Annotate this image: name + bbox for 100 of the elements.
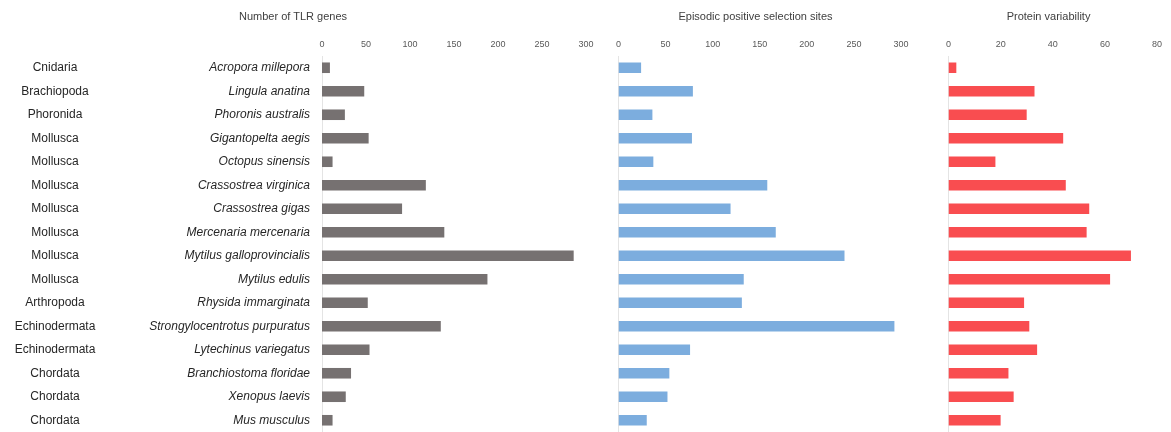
bar (618, 414, 647, 426)
text: Cnidaria (32, 60, 78, 75)
text: Mollusca (31, 130, 79, 145)
x-tick-label: 50 (360, 39, 372, 50)
y-tick-label: Gigantopelta aegis (209, 130, 310, 145)
bar (322, 391, 346, 403)
bar (322, 414, 333, 426)
text: Chordata (30, 365, 80, 380)
y-tick-label: Phoronis australis (214, 107, 310, 122)
text: Arthropoda (25, 295, 86, 310)
bar (618, 203, 731, 215)
bar (618, 367, 670, 379)
bar (948, 109, 1027, 121)
bar (618, 109, 653, 121)
bar (322, 226, 445, 238)
text: Echinodermata (14, 318, 96, 333)
bar (618, 226, 776, 238)
bar (322, 250, 574, 262)
text: Mollusca (31, 201, 79, 216)
bar (618, 320, 895, 332)
y-tick-label: Strongylocentrotus purpuratus (149, 318, 310, 333)
y-tick-label: Crassostrea virginica (197, 177, 311, 192)
bar (618, 391, 668, 403)
bar (948, 414, 1001, 426)
bar (948, 85, 1035, 97)
y-tick-label: Mercenaria mercenaria (186, 224, 311, 239)
chart-title: Number of TLR genes (238, 9, 348, 22)
text: Echinodermata (14, 342, 96, 357)
bar (618, 297, 742, 309)
bar (948, 391, 1014, 403)
bar (322, 62, 330, 74)
y-tick-label: Crassostrea gigas (213, 201, 310, 216)
bar (322, 320, 441, 332)
bar (322, 109, 345, 121)
text: Chordata (30, 389, 80, 404)
x-tick-label: 40 (1047, 39, 1058, 50)
bar (618, 85, 693, 97)
x-tick-label: 150 (446, 39, 462, 50)
y-tick-label: Lingula anatina (228, 83, 311, 98)
bar (948, 179, 1066, 191)
bar (948, 250, 1131, 262)
x-tick-label: 80 (1151, 39, 1163, 50)
bar (322, 85, 365, 97)
text: Phoronida (27, 107, 83, 122)
x-tick-label: 100 (402, 39, 418, 50)
chart-title: Protein variability (1006, 9, 1091, 22)
x-tick-label: 200 (490, 39, 506, 50)
y-tick-label: Xenopus laevis (227, 389, 310, 404)
text: Chordata (30, 412, 80, 427)
bar (948, 367, 1009, 379)
bar (618, 179, 768, 191)
y-tick-label: Octopus sinensis (218, 154, 310, 169)
x-tick-label: 60 (1099, 39, 1110, 50)
x-tick-label: 20 (995, 39, 1006, 50)
y-tick-label: Acropora millepora (208, 60, 311, 75)
bar (322, 273, 488, 285)
x-tick-label: 300 (893, 39, 909, 50)
bar (618, 156, 654, 168)
bar (948, 344, 1038, 356)
y-tick-label: Branchiostoma floridae (187, 365, 311, 380)
bar (322, 179, 426, 191)
x-tick-label: 0 (615, 39, 622, 50)
x-tick-label: 100 (705, 39, 721, 50)
x-tick-label: 300 (578, 39, 594, 50)
bar (322, 156, 333, 168)
y-tick-label: Mus musculus (233, 412, 310, 427)
bar (322, 132, 369, 144)
bar (948, 297, 1025, 309)
bar (322, 367, 352, 379)
text: Mollusca (31, 154, 79, 169)
text: Mollusca (31, 271, 79, 286)
text: Mollusca (31, 248, 79, 263)
bar (948, 132, 1064, 144)
x-tick-label: 50 (660, 39, 671, 50)
x-tick-label: 0 (319, 39, 325, 50)
bar (948, 156, 996, 168)
bar (618, 344, 691, 356)
y-tick-label: Mytilus edulis (237, 271, 310, 286)
bar (322, 297, 368, 309)
y-tick-label: Mytilus galloprovincialis (184, 248, 310, 263)
x-tick-label: 0 (945, 39, 952, 50)
x-tick-label: 250 (534, 39, 550, 50)
text: Brachiopoda (21, 83, 90, 98)
y-tick-label: Lytechinus variegatus (194, 342, 310, 357)
bar (322, 344, 370, 356)
x-tick-label: 200 (799, 39, 815, 50)
bar (618, 273, 744, 285)
bar (948, 62, 957, 74)
bar (948, 203, 1090, 215)
bar (322, 203, 403, 215)
x-tick-label: 250 (846, 39, 862, 50)
bar (948, 273, 1111, 285)
bar (948, 320, 1030, 332)
x-tick-label: 150 (752, 39, 768, 50)
bar (618, 62, 642, 74)
text: Mollusca (31, 224, 79, 239)
bar (618, 250, 845, 262)
text: Mollusca (31, 177, 79, 192)
bar (618, 132, 692, 144)
chart-title: Episodic positive selection sites (678, 9, 834, 22)
